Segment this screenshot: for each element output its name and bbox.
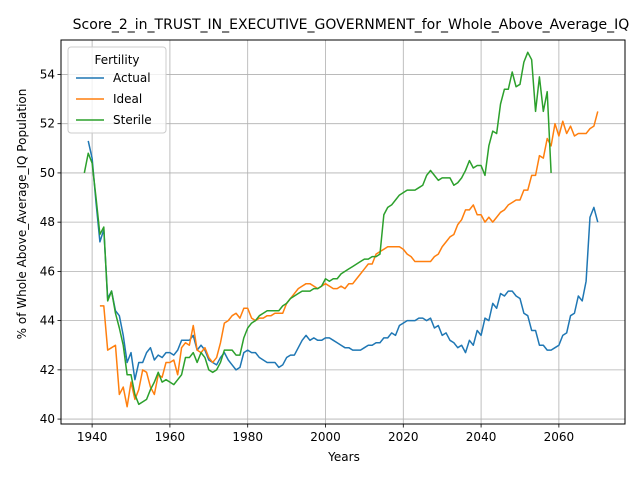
- series-line-sterile: [83, 51, 552, 406]
- x-tick-label: 2020: [388, 430, 419, 444]
- y-tick-label: 50: [40, 166, 55, 180]
- x-tick-label: 2000: [310, 430, 341, 444]
- x-axis-title: Years: [327, 450, 360, 464]
- chart-title: Score_2_in_TRUST_IN_EXECUTIVE_GOVERNMENT…: [73, 17, 630, 33]
- y-tick-label: 52: [40, 117, 55, 131]
- x-tick-label: 1960: [155, 430, 186, 444]
- x-tick-label: 1940: [77, 430, 108, 444]
- y-tick-label: 44: [40, 314, 55, 328]
- legend-label-ideal: Ideal: [113, 92, 142, 106]
- series-layer: [83, 51, 599, 408]
- y-axis: 40 42 44 46 48 50 52 54: [40, 67, 61, 426]
- legend: Fertility Actual Ideal Sterile: [67, 46, 167, 134]
- y-tick-label: 46: [40, 264, 55, 278]
- series-line-ideal: [99, 111, 599, 408]
- y-tick-label: 40: [40, 412, 55, 426]
- legend-label-actual: Actual: [113, 71, 151, 85]
- grid: [61, 40, 625, 424]
- y-tick-label: 54: [40, 67, 55, 81]
- x-axis: 1940 1960 1980 2000 2020 2040 2060: [77, 424, 574, 444]
- y-axis-title: % of Whole Above_Average_IQ Population: [15, 89, 29, 340]
- x-tick-label: 1980: [232, 430, 263, 444]
- x-tick-label: 2060: [544, 430, 575, 444]
- legend-box: [67, 46, 167, 134]
- series-line-actual: [87, 140, 599, 381]
- x-tick-label: 2040: [466, 430, 497, 444]
- y-tick-label: 42: [40, 363, 55, 377]
- legend-label-sterile: Sterile: [113, 113, 152, 127]
- plot-frame: [60, 39, 626, 425]
- y-tick-label: 48: [40, 215, 55, 229]
- legend-title: Fertility: [94, 53, 139, 67]
